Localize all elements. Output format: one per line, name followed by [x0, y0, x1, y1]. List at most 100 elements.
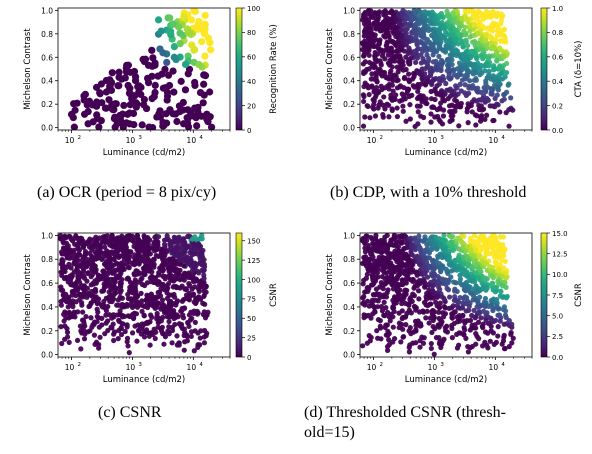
data-point: [201, 292, 207, 299]
data-point: [477, 46, 484, 52]
data-point: [155, 320, 161, 326]
data-point: [495, 333, 501, 339]
data-point: [83, 313, 89, 320]
data-point: [465, 349, 471, 355]
data-point: [440, 247, 447, 253]
data-point: [80, 257, 86, 263]
data-point: [96, 242, 103, 249]
data-point: [175, 240, 181, 246]
data-point: [478, 89, 484, 95]
data-point: [107, 259, 113, 265]
data-point: [95, 123, 103, 130]
data-point: [116, 113, 124, 122]
data-point: [420, 31, 427, 37]
data-point: [437, 22, 443, 29]
data-point: [187, 250, 193, 256]
data-point: [407, 59, 413, 65]
x-tick-label: 10: [187, 363, 197, 372]
data-point: [58, 269, 64, 275]
data-point: [460, 261, 466, 268]
data-point: [372, 36, 379, 42]
data-point: [479, 258, 485, 264]
data-point: [414, 42, 420, 48]
y-tick-label: 0.8: [343, 255, 355, 264]
x-axis-label: Luminance (cd/m2): [405, 148, 487, 158]
data-point: [93, 288, 99, 295]
data-point: [173, 246, 180, 252]
data-point: [181, 305, 188, 311]
data-point: [155, 234, 162, 240]
data-point: [180, 315, 187, 321]
data-point: [466, 90, 472, 96]
data-point: [473, 261, 480, 268]
data-point: [436, 91, 442, 97]
data-point: [148, 312, 154, 318]
y-tick-label: 0.6: [41, 53, 53, 62]
data-point: [467, 62, 473, 68]
data-point: [81, 336, 88, 342]
data-point: [419, 334, 425, 340]
data-point: [77, 262, 83, 268]
data-point: [401, 262, 407, 268]
data-point: [129, 330, 136, 336]
data-point: [416, 261, 423, 268]
data-point: [164, 314, 170, 320]
data-point: [378, 279, 384, 286]
data-point: [110, 321, 116, 327]
data-point: [198, 38, 206, 46]
data-point: [397, 84, 403, 90]
data-point: [430, 283, 436, 289]
x-tick-exponent: 2: [380, 362, 384, 368]
data-point: [460, 240, 466, 246]
data-point: [180, 12, 188, 21]
scatter-points: [360, 8, 516, 130]
data-point: [388, 237, 395, 243]
data-point: [397, 98, 403, 104]
data-point: [369, 236, 376, 242]
data-point: [447, 76, 453, 82]
data-point: [406, 344, 412, 350]
data-point: [456, 330, 462, 336]
data-point: [464, 244, 470, 250]
data-point: [384, 101, 390, 107]
data-point: [488, 297, 494, 304]
data-point: [168, 302, 174, 309]
data-point: [441, 336, 447, 342]
data-point: [144, 61, 153, 69]
colorbar-tick-label: 5.0: [552, 312, 563, 320]
data-point: [500, 244, 506, 250]
data-point: [406, 349, 413, 355]
data-point: [169, 20, 177, 28]
data-point: [371, 106, 377, 112]
data-point: [443, 80, 449, 87]
data-point: [160, 284, 166, 290]
data-point: [176, 340, 182, 346]
data-point: [428, 88, 434, 95]
y-axis-label: Michelson Contrast: [23, 254, 33, 336]
data-point: [120, 101, 128, 110]
data-point: [431, 278, 437, 284]
data-point: [370, 277, 376, 283]
axes-frame: [57, 232, 231, 358]
data-point: [500, 252, 507, 258]
data-point: [71, 235, 78, 241]
data-point: [177, 257, 183, 263]
data-point: [135, 247, 141, 253]
data-point: [414, 253, 420, 259]
data-point: [97, 334, 103, 340]
data-point: [175, 23, 183, 31]
data-point: [147, 251, 153, 257]
data-point: [364, 271, 370, 277]
data-point: [491, 233, 498, 239]
data-point: [102, 244, 108, 250]
data-point: [368, 12, 374, 18]
x-tick-exponent: 3: [138, 135, 142, 141]
data-point: [455, 235, 461, 241]
data-point: [127, 233, 133, 239]
data-point: [381, 312, 387, 318]
data-point: [389, 269, 395, 275]
data-point: [488, 302, 494, 308]
x-tick-exponent: 4: [199, 362, 203, 368]
